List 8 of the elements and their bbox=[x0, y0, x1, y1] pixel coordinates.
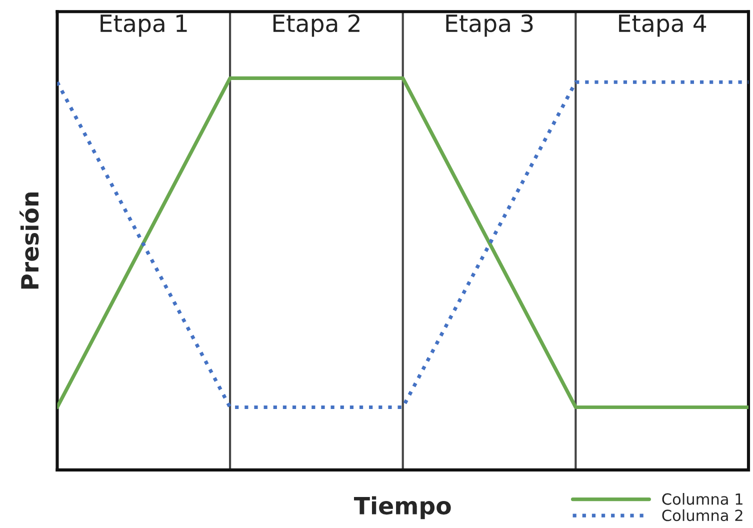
text: Etapa 1 bbox=[100, 14, 187, 37]
text: Etapa 3 bbox=[446, 14, 533, 37]
legend-label: Columna 2 bbox=[662, 509, 742, 522]
legend-label: Columna 1 bbox=[662, 493, 742, 505]
x-axis-title: Tiempo bbox=[354, 496, 451, 520]
text: Etapa 4 bbox=[619, 14, 706, 37]
text: Etapa 2 bbox=[273, 14, 360, 37]
y-axis-title: Presión bbox=[20, 192, 39, 289]
